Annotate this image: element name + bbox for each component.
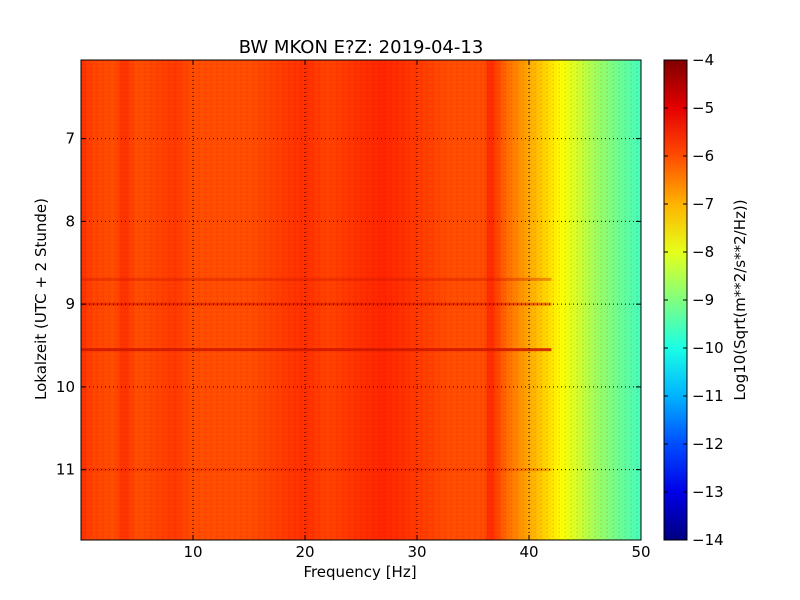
time-feature-band xyxy=(81,348,552,352)
y-tick-label: 10 xyxy=(56,378,75,396)
colorbar-tick-label: −10 xyxy=(692,339,724,357)
colorbar-tick-label: −5 xyxy=(692,99,714,117)
time-feature-band xyxy=(81,277,552,281)
x-tick-label: 30 xyxy=(407,543,426,561)
time-features xyxy=(81,277,552,472)
colorbar-tick-label: −8 xyxy=(692,243,714,261)
x-tick-label: 40 xyxy=(519,543,538,561)
colorbar-ticks: −4 −5 −6 −7 −8 −9 −10 −11 −12 −13 −14 xyxy=(664,51,724,549)
x-axis-ticks: 10 20 30 40 50 xyxy=(183,60,651,561)
x-tick-label: 10 xyxy=(183,543,202,561)
plot-area: 10 20 30 40 50 7 8 9 10 11 xyxy=(56,59,651,561)
y-tick-label: 11 xyxy=(56,461,75,479)
colorbar-tick-label: −9 xyxy=(692,291,714,309)
y-axis-ticks: 7 8 9 10 11 xyxy=(56,130,641,479)
x-axis-label: Frequency [Hz] xyxy=(303,563,416,581)
colorbar: −4 −5 −6 −7 −8 −9 −10 −11 −12 −13 −14 Log10(Sqrt(m… xyxy=(663,51,749,549)
colorbar-tick-label: −13 xyxy=(692,483,724,501)
colorbar-tick-label: −12 xyxy=(692,435,724,453)
y-axis-label: Lokalzeit (UTC + 2 Stunde) xyxy=(32,198,50,400)
time-feature-band xyxy=(81,302,552,306)
y-tick-label: 8 xyxy=(65,212,75,230)
colorbar-gradient xyxy=(664,60,687,540)
colorbar-tick-label: −11 xyxy=(692,387,724,405)
colorbar-label: Log10(Sqrt(m**2/s**2/Hz)) xyxy=(731,199,749,400)
colorbar-tick-label: −6 xyxy=(692,147,714,165)
y-tick-label: 7 xyxy=(65,130,75,148)
colorbar-tick-label: −4 xyxy=(692,51,714,69)
grid xyxy=(81,60,641,540)
chart-title: BW MKON E?Z: 2019-04-13 xyxy=(239,37,484,58)
y-tick-label: 9 xyxy=(65,295,75,313)
x-tick-label: 50 xyxy=(631,543,650,561)
colorbar-tick-label: −14 xyxy=(692,531,724,549)
colorbar-tick-label: −7 xyxy=(692,195,714,213)
plot-frame xyxy=(80,59,642,541)
x-tick-label: 20 xyxy=(295,543,314,561)
time-feature-band xyxy=(81,468,552,472)
